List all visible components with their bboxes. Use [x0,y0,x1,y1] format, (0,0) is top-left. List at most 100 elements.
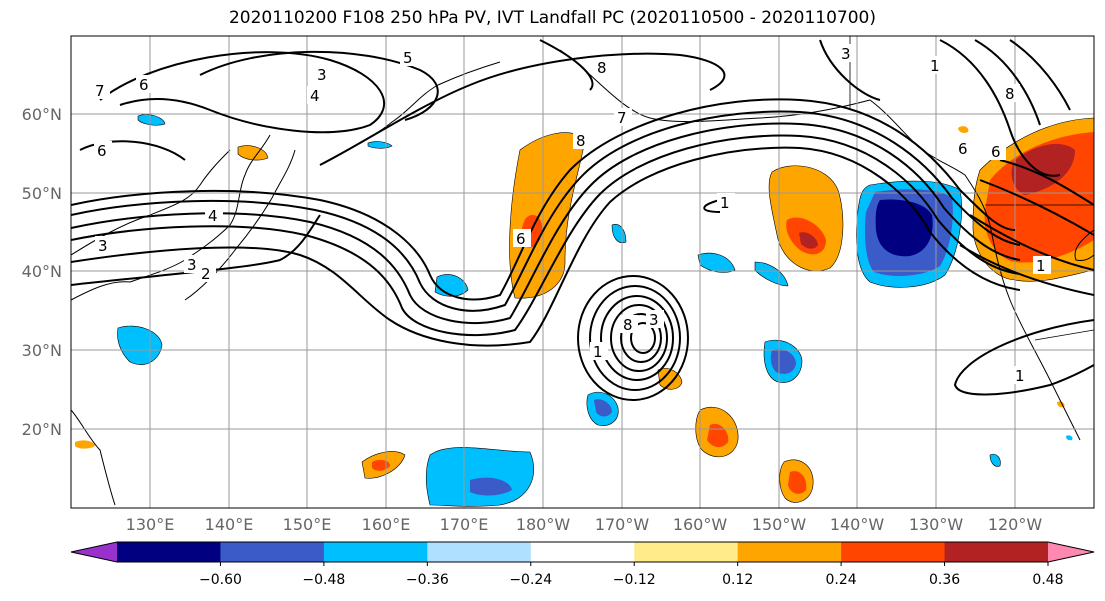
contour-5 [71,146,1021,347]
contour-label: 8 [623,316,633,334]
contour-1 [71,98,1016,301]
contour-label: 3 [649,311,659,329]
lat-label: 60°N [22,105,62,124]
contour-label: 3 [187,256,197,274]
low-ring-2 [589,285,681,391]
cl-bg-3 [307,86,325,104]
cl-bg-4 [314,65,332,83]
shade-darkred-150w [799,232,818,249]
colorbar-segment [427,542,532,562]
contour-label-group: 7 6 5 4 3 8 6 3 4 2 3 6 8 1 7 8 3 6 1 6 … [92,44,1051,385]
shade-red-hawaii [707,423,729,448]
contour-label: 8 [576,132,586,150]
contour-label: 3 [841,45,851,63]
contour-label: 8 [1005,85,1015,103]
lon-label: 180°W [516,515,571,534]
contour-19 [959,244,1094,296]
low-ring-1 [577,275,689,401]
lon-label: 140°E [205,515,254,534]
contour-label: 1 [1015,367,1025,385]
contour-15 [1009,39,1071,111]
low-ring-6 [630,322,656,354]
pv-low-contours [577,275,689,401]
colorbar-segment [737,542,842,562]
shade-navy-140w [875,199,933,257]
contour-label: 6 [97,142,107,160]
contour-label: 5 [403,49,413,67]
shade-cyan-kamch [137,114,166,126]
coast-aleutians [559,49,871,123]
contour-17 [979,179,1094,236]
colorbar-extend-high [1048,542,1094,562]
contour-label: 6 [991,143,1001,161]
contour-2 [71,110,1021,312]
contour-16 [999,159,1094,206]
colorbar-tick-label: −0.48 [302,572,345,588]
colorbar-tick-label: −0.12 [613,572,656,588]
contour-20 [953,319,1094,396]
contour-11 [539,39,594,91]
cl-bg-11 [513,229,531,247]
cl-bg-1 [136,75,154,93]
cl-bg-17 [955,139,973,157]
shade-orange-alaska [958,126,969,133]
shade-darkred-coast [1011,143,1075,195]
cl-bg-20 [1033,256,1051,274]
contour-6 [71,214,321,286]
contour-label: 7 [617,109,627,127]
cl-bg-10 [184,255,202,273]
shade-cyan-mexico [989,453,1001,467]
pv-contours [71,39,1094,396]
contour-label: 1 [593,343,603,361]
map-frame [70,35,1095,509]
coast-lakes [1074,229,1094,261]
coast-korea [71,149,231,256]
cl-bg-5 [594,58,612,76]
colorbar-tick-label: 0.24 [826,572,857,588]
colorbar-segment [841,542,946,562]
cl-bg-6 [94,141,112,159]
colorbar-segment [117,542,221,562]
contour-3 [71,122,1021,325]
colorbar-tick-label: 0.36 [929,572,960,588]
lon-label: 170°E [440,515,489,534]
colorbar-outline [70,541,1095,563]
cl-bg-16 [646,310,664,328]
contour-21 [703,199,721,213]
cl-bg-23 [927,56,945,74]
cl-bg-13 [590,342,608,360]
lon-labels: 130°E 140°E 150°E 160°E 170°E 180°W 170°… [126,515,1043,534]
contour-label: 1 [720,194,730,212]
cl-bg-24 [838,44,856,62]
low-ring-4 [610,304,668,372]
shade-cyan-160w [697,252,736,273]
lat-label: 40°N [22,262,62,281]
contour-label: 3 [317,66,327,84]
lon-label: 170°W [595,515,650,534]
contour-4 [71,134,1021,336]
colorbar-tick-label: 0.48 [1032,572,1063,588]
colorbar-tick-label: 0.12 [722,572,753,588]
contour-label: 4 [310,87,320,105]
shade-cyan-south [425,447,534,507]
cl-bg-8 [205,206,223,224]
cl-bg-22 [1002,84,1020,102]
lon-label: 130°E [126,515,175,534]
colorbar-tick-label: −0.24 [509,572,552,588]
shade-blue-170w [594,399,612,417]
map-title: 2020110200 F108 250 hPa PV, IVT Landfall… [228,8,876,28]
lon-label: 150°E [283,515,332,534]
colorbar: −0.60 −0.48 −0.36 −0.24 −0.12 0.12 0.24 0.36 0.4… [70,541,1095,588]
lat-label: 20°N [22,420,62,439]
contour-7 [99,51,386,134]
contour-label: 1 [1036,257,1046,275]
cl-bg-9 [198,264,216,282]
shade-cyan-small [1066,435,1073,441]
contour-9 [79,140,186,161]
contour-label: 1 [930,57,940,75]
lat-label: 30°N [22,341,62,360]
colorbar-segment [323,542,428,562]
cl-bg-19 [988,142,1006,160]
colorbar-segment [530,542,635,562]
low-ring-5 [620,313,662,363]
